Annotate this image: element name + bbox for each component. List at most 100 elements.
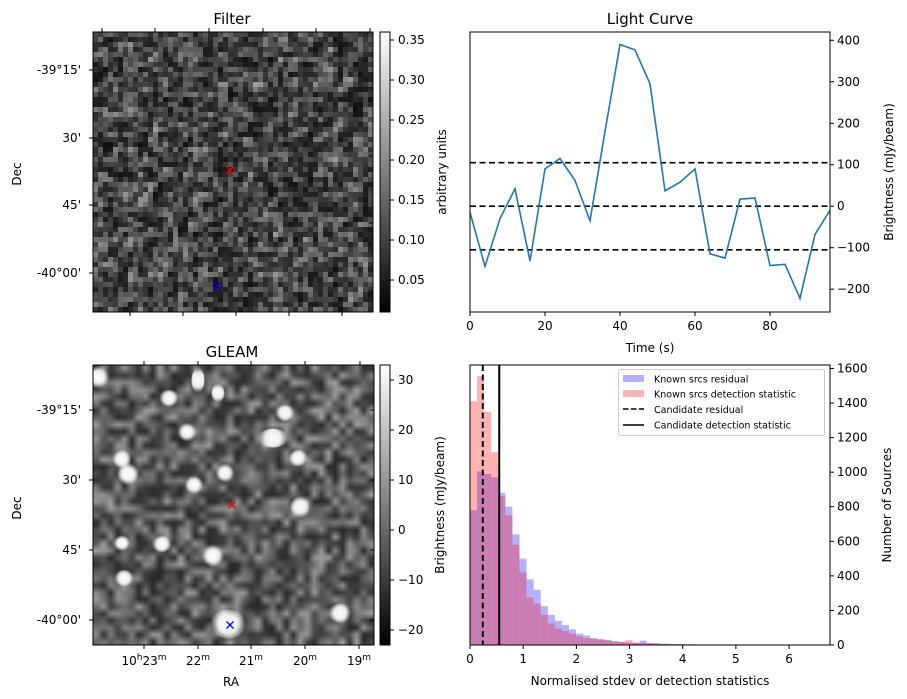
histogram-bar bbox=[639, 640, 647, 645]
y-tick-label: 600 bbox=[837, 534, 860, 548]
candidate-marker-icon bbox=[228, 501, 236, 509]
dec-tick-label: 45' bbox=[62, 543, 81, 557]
histogram-xlabel: Normalised stdev or detection statistics bbox=[531, 674, 770, 688]
histogram-bar bbox=[576, 636, 584, 645]
x-tick-label: 20 bbox=[537, 319, 552, 333]
gleam-colorbar-label: Brightness (mJy/beam) bbox=[433, 436, 447, 574]
colorbar-tick-label: −10 bbox=[398, 573, 423, 587]
colorbar-tick-label: 0.30 bbox=[398, 73, 425, 87]
histogram-frame bbox=[469, 364, 831, 646]
x-tick-label: 60 bbox=[687, 319, 702, 333]
histogram-plot-area bbox=[470, 365, 824, 645]
reference-marker-icon bbox=[226, 621, 234, 629]
colorbar-tick-label: 0.15 bbox=[398, 193, 425, 207]
filter-colorbar-ticks: 0.05 0.10 0.15 0.20 0.25 0.30 0.35 bbox=[390, 33, 425, 287]
histogram-bar bbox=[569, 629, 577, 645]
colorbar-tick-label: 0.05 bbox=[398, 273, 425, 287]
histogram-bar bbox=[484, 411, 492, 645]
histogram-bar bbox=[611, 641, 619, 645]
gleam-top-ticks bbox=[143, 361, 361, 365]
gleam-frame bbox=[92, 364, 375, 646]
gleam-colorbar-frame bbox=[379, 364, 391, 646]
legend-swatch-detection bbox=[623, 390, 644, 397]
histogram-bar bbox=[569, 633, 577, 645]
histogram-bar bbox=[526, 579, 534, 645]
filter-image bbox=[93, 32, 373, 312]
gleam-colorbar bbox=[380, 365, 390, 645]
histogram-bar bbox=[576, 633, 584, 645]
dec-tick-label: -39°15' bbox=[37, 403, 81, 417]
colorbar-tick-label: 0 bbox=[398, 523, 406, 537]
filter-top-ticks bbox=[101, 28, 371, 32]
histogram-bar bbox=[590, 638, 598, 645]
gleam-ra-ticks: 10h23m 22m 21m 20m 19m bbox=[121, 645, 371, 668]
ra-tick-label: 21m bbox=[239, 653, 263, 668]
histogram-bar bbox=[505, 515, 513, 645]
legend-label: Candidate detection statistic bbox=[654, 421, 791, 432]
light-curve-y-ticks: −200 −100 0 100 200 300 400 bbox=[830, 33, 870, 296]
histogram-bar bbox=[590, 638, 598, 645]
y-tick-label: 300 bbox=[837, 75, 860, 89]
histogram-legend: Known srcs residual Known srcs detection… bbox=[618, 369, 825, 436]
colorbar-tick-label: −20 bbox=[398, 623, 423, 637]
ra-tick-label: 10h23m bbox=[121, 653, 166, 668]
y-tick-label: 100 bbox=[837, 158, 860, 172]
light-curve-ylabel: Brightness (mJy/beam) bbox=[882, 103, 896, 241]
y-tick-label: 200 bbox=[837, 603, 860, 617]
y-tick-label: −200 bbox=[837, 282, 870, 296]
gleam-right-ticks bbox=[89, 409, 374, 621]
light-curve-title: Light Curve bbox=[607, 10, 693, 28]
histogram-bar bbox=[604, 639, 612, 645]
histogram-bar bbox=[561, 625, 570, 645]
x-tick-label: 0 bbox=[466, 652, 474, 666]
histogram-bar bbox=[611, 641, 619, 645]
gleam-markers bbox=[226, 501, 236, 629]
histogram-bar bbox=[533, 603, 541, 645]
dec-tick-label: -39°15' bbox=[37, 63, 81, 77]
colorbar-tick-label: 10 bbox=[398, 473, 413, 487]
filter-colorbar-label: arbitrary units bbox=[435, 129, 449, 215]
gleam-title: GLEAM bbox=[206, 343, 259, 361]
colorbar-tick-label: 30 bbox=[398, 373, 413, 387]
histogram-y-ticks: 0 200 400 600 800 1000 1200 1400 1600 bbox=[830, 361, 868, 652]
dec-tick-label: -40°00' bbox=[37, 266, 81, 280]
light-curve-panel: Light Curve 0 20 40 60 80 −200 −100 0 100 200 300… bbox=[466, 10, 896, 355]
histogram-x-ticks: 0 1 2 3 4 5 6 bbox=[466, 645, 793, 666]
filter-frame bbox=[92, 31, 374, 313]
filter-colorbar-frame bbox=[379, 31, 391, 313]
histogram-bar bbox=[540, 614, 548, 645]
dec-tick-label: 30' bbox=[62, 131, 81, 145]
histogram-bar bbox=[470, 401, 478, 645]
histogram-bar bbox=[653, 643, 661, 645]
x-tick-label: 0 bbox=[466, 319, 474, 333]
histogram-bar bbox=[547, 614, 555, 645]
y-tick-label: 400 bbox=[837, 569, 860, 583]
light-curve-line bbox=[469, 43, 831, 301]
ra-tick-label: 19m bbox=[347, 653, 371, 668]
colorbar-tick-label: 0.35 bbox=[398, 33, 425, 47]
filter-bottom-ticks bbox=[129, 312, 343, 316]
x-tick-label: 5 bbox=[732, 652, 740, 666]
filter-title: Filter bbox=[213, 10, 251, 28]
gleam-image bbox=[93, 365, 374, 645]
histogram-bar bbox=[604, 640, 612, 645]
histogram-bar bbox=[505, 506, 513, 645]
histogram-bar bbox=[519, 558, 527, 645]
gleam-ylabel: Dec bbox=[10, 496, 24, 519]
y-tick-label: 1000 bbox=[837, 465, 868, 479]
gleam-xlabel: RA bbox=[223, 675, 240, 689]
histogram-bar bbox=[547, 623, 555, 645]
light-curve-plot-area bbox=[469, 43, 831, 301]
legend-label: Candidate residual bbox=[654, 405, 743, 416]
histogram-bar bbox=[583, 638, 591, 645]
histogram-bar bbox=[561, 631, 570, 645]
y-tick-label: 200 bbox=[837, 116, 860, 130]
histogram-bar bbox=[597, 639, 605, 645]
x-tick-label: 6 bbox=[785, 652, 793, 666]
histogram-bar bbox=[477, 376, 485, 645]
histogram-bar bbox=[484, 473, 492, 645]
y-tick-label: 0 bbox=[837, 199, 845, 213]
histogram-bar bbox=[625, 642, 633, 645]
histogram-bar bbox=[477, 471, 485, 645]
